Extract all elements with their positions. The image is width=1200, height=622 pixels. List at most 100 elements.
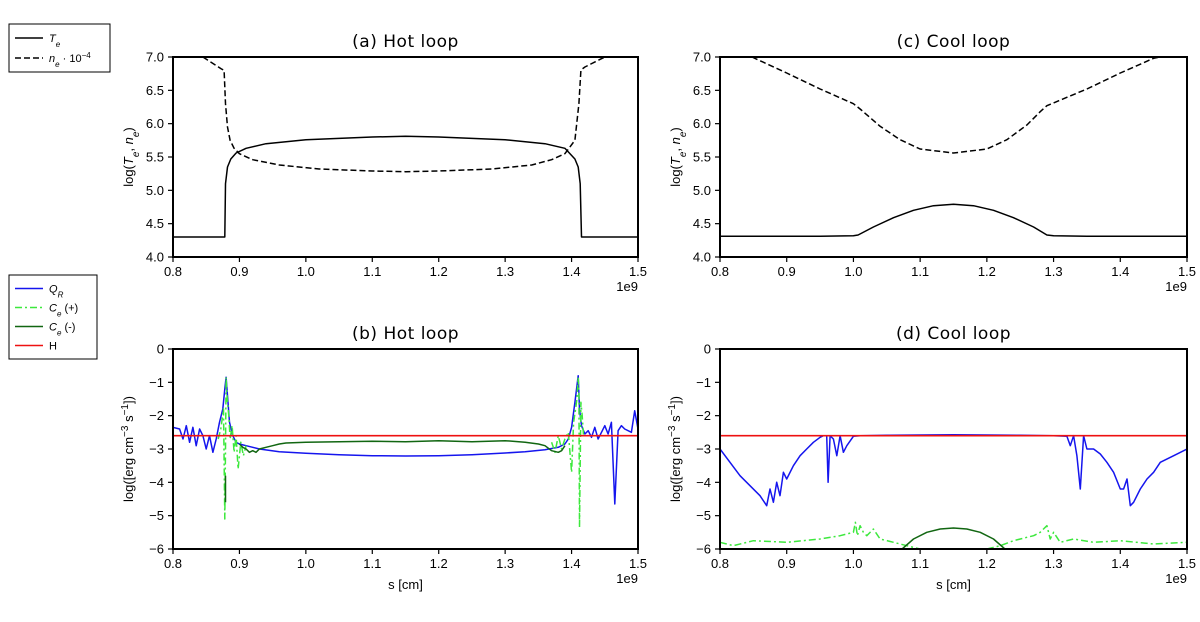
panel-b-x-tick-label: 1.3: [496, 556, 514, 571]
panel-a-x-tick-label: 1.1: [363, 264, 381, 279]
panel-d-x-offset-label: 1e9: [1165, 571, 1187, 586]
panel-a-y-tick-label: 4.0: [146, 250, 164, 265]
panel-a-x-offset-label: 1e9: [616, 279, 638, 294]
panel-d-series-ce: [720, 521, 921, 549]
panel-d-series-ce: [901, 527, 1006, 549]
panel-d-y-tick-label: 0: [704, 342, 711, 357]
panel-d-y-tick-label: −6: [696, 542, 711, 557]
panel-a-axes-frame: [172, 56, 639, 258]
panel-c-y-tick-label: 4.0: [693, 250, 711, 265]
panel-c-cool-loop-temperature-density: (c) Cool loop 0.8 0.9 1.0 1.1 1.2 1.3 1.4 1.51e9…: [668, 32, 1196, 294]
panel-d-axes-frame: [719, 348, 1188, 550]
panel-b-y-tick-label: −4: [149, 475, 164, 490]
panel-d-y-tick-label: −1: [696, 375, 711, 390]
panel-c-y-tick-label: 7.0: [693, 50, 711, 65]
panel-c-x-tick-label: 0.8: [711, 264, 729, 279]
panel-c-y-axis-label: log(Te, ne): [668, 127, 689, 187]
panel-c-title: (c) Cool loop: [897, 32, 1011, 52]
panel-c-x-tick-label: 0.9: [778, 264, 796, 279]
legend-bottom-label: Ce (+): [49, 303, 78, 319]
panel-d-title: (d) Cool loop: [896, 324, 1011, 344]
panel-a-series-te: [173, 135, 638, 238]
panel-d-series-qr: [720, 433, 1187, 507]
panel-d-series-ce-right: [986, 524, 1187, 549]
panel-a-x-tick-label: 0.8: [164, 264, 182, 279]
panel-b-series-qr: [173, 374, 638, 505]
panel-d-y-tick-label: −2: [696, 408, 711, 423]
panel-b-x-tick-label: 0.9: [230, 556, 248, 571]
panel-a-series-ne: [202, 57, 610, 173]
panel-b-x-tick-label: 1.1: [363, 556, 381, 571]
panel-d-x-tick-label: 1.1: [911, 556, 929, 571]
panel-a-x-tick-label: 1.5: [629, 264, 647, 279]
panel-b-y-tick-label: −5: [149, 508, 164, 523]
legend-top-box: [8, 23, 111, 73]
panel-a-title: (a) Hot loop: [352, 32, 459, 52]
panel-d-y-tick-label: −5: [696, 508, 711, 523]
panel-c-y-tick-label: 6.0: [693, 116, 711, 131]
panel-d-x-axis-label: s [cm]: [936, 577, 971, 592]
panel-a-y-tick-label: 5.5: [146, 150, 164, 165]
panel-a-x-tick-label: 1.3: [496, 264, 514, 279]
panel-d-series: [720, 433, 1187, 549]
panel-a-y-axis-label: log(Te, ne): [121, 127, 142, 187]
panel-b-series-ce-right: [550, 376, 585, 529]
panel-a-y-tick-label: 4.5: [146, 216, 164, 231]
panel-d-y-tick-label: −4: [696, 475, 711, 490]
panel-b-y-tick-label: 0: [157, 342, 164, 357]
panel-c-y-tick-label: 5.5: [693, 150, 711, 165]
panel-b-y-axis-label: log([erg cm−3 s−1]): [120, 396, 137, 502]
panel-b-x-tick-label: 1.5: [629, 556, 647, 571]
panel-c-series-ne: [751, 57, 1161, 154]
panel-a-y-tick-label: 6.5: [146, 83, 164, 98]
panel-a-y-tick-label: 6.0: [146, 116, 164, 131]
panel-a-x-tick-label: 1.4: [563, 264, 581, 279]
panel-c-series: [720, 57, 1187, 238]
panel-c-axes-frame: [719, 56, 1188, 258]
panel-c-x-tick-label: 1.2: [978, 264, 996, 279]
panel-d-x-tick-label: 1.2: [978, 556, 996, 571]
panel-b-series: [173, 374, 638, 529]
legend-top-label: ne · 10−4: [49, 51, 91, 69]
panel-d-cool-loop-energy-terms: (d) Cool loop 0.8 0.9 1.0 1.1 1.2 1.3 1.4 1.51e9…: [667, 324, 1197, 592]
panel-a-y-tick-label: 7.0: [146, 50, 164, 65]
panel-b-y-tick-label: −3: [149, 442, 164, 457]
panel-a-x-tick-label: 1.0: [297, 264, 315, 279]
legend-bottom-label: Ce (-): [49, 322, 75, 338]
panel-d-x-tick-label: 0.9: [778, 556, 796, 571]
panel-d-x-tick-label: 1.5: [1178, 556, 1196, 571]
panel-b-series-ce: [217, 376, 247, 520]
panel-d-y-tick-label: −3: [696, 442, 711, 457]
panel-b-y-tick-label: −2: [149, 408, 164, 423]
panel-d-x-tick-label: 1.4: [1111, 556, 1129, 571]
legend-bottom-label: H: [49, 341, 57, 353]
panel-a-x-tick-label: 1.2: [430, 264, 448, 279]
panel-b-x-offset-label: 1e9: [616, 571, 638, 586]
panel-c-y-tick-label: 4.5: [693, 216, 711, 231]
panel-b-series-ce: [238, 439, 566, 454]
panel-d-x-tick-label: 0.8: [711, 556, 729, 571]
panel-a-x-tick-label: 0.9: [230, 264, 248, 279]
panel-c-x-tick-label: 1.5: [1178, 264, 1196, 279]
panel-c-y-tick-label: 5.0: [693, 183, 711, 198]
panel-a-y-tick-label: 5.0: [146, 183, 164, 198]
panel-c-y-tick-label: 6.5: [693, 83, 711, 98]
panel-c-x-tick-label: 1.3: [1045, 264, 1063, 279]
legend-top-label: Te: [49, 33, 61, 49]
legend-bottom: QR Ce (+) Ce (-) H: [8, 274, 98, 360]
panel-c-series-te: [720, 203, 1187, 238]
panel-c-x-offset-label: 1e9: [1165, 279, 1187, 294]
panel-c-x-tick-label: 1.0: [844, 264, 862, 279]
panel-c-x-tick-label: 1.1: [911, 264, 929, 279]
panel-b-x-axis-label: s [cm]: [388, 577, 423, 592]
panel-b-x-tick-label: 0.8: [164, 556, 182, 571]
panel-b-y-tick-label: −1: [149, 375, 164, 390]
legend-bottom-label: QR: [49, 284, 64, 300]
panel-a-series: [173, 57, 638, 238]
panel-b-x-tick-label: 1.4: [563, 556, 581, 571]
panel-b-x-tick-label: 1.2: [430, 556, 448, 571]
panel-b-y-tick-label: −6: [149, 542, 164, 557]
